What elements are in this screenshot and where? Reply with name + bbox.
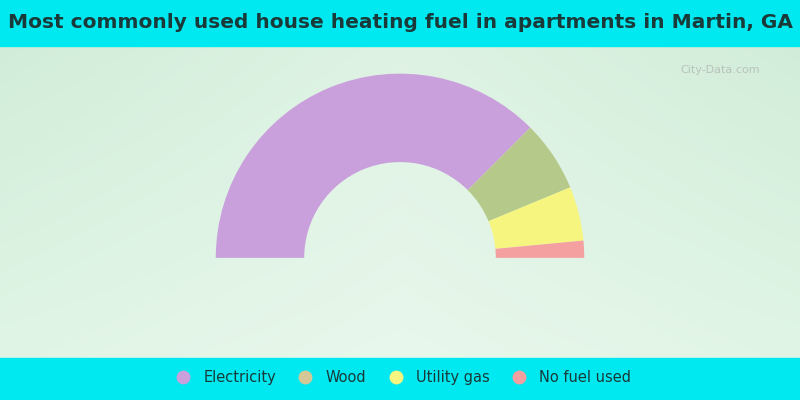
- Wedge shape: [489, 187, 583, 249]
- Wedge shape: [216, 74, 530, 258]
- Bar: [0, 358, 800, 400]
- Legend: Electricity, Wood, Utility gas, No fuel used: Electricity, Wood, Utility gas, No fuel …: [162, 364, 638, 391]
- Wedge shape: [495, 240, 584, 258]
- Text: Most commonly used house heating fuel in apartments in Martin, GA: Most commonly used house heating fuel in…: [7, 14, 793, 32]
- Text: City-Data.com: City-Data.com: [680, 65, 760, 75]
- Wedge shape: [468, 128, 570, 221]
- Bar: [0, 0, 800, 46]
